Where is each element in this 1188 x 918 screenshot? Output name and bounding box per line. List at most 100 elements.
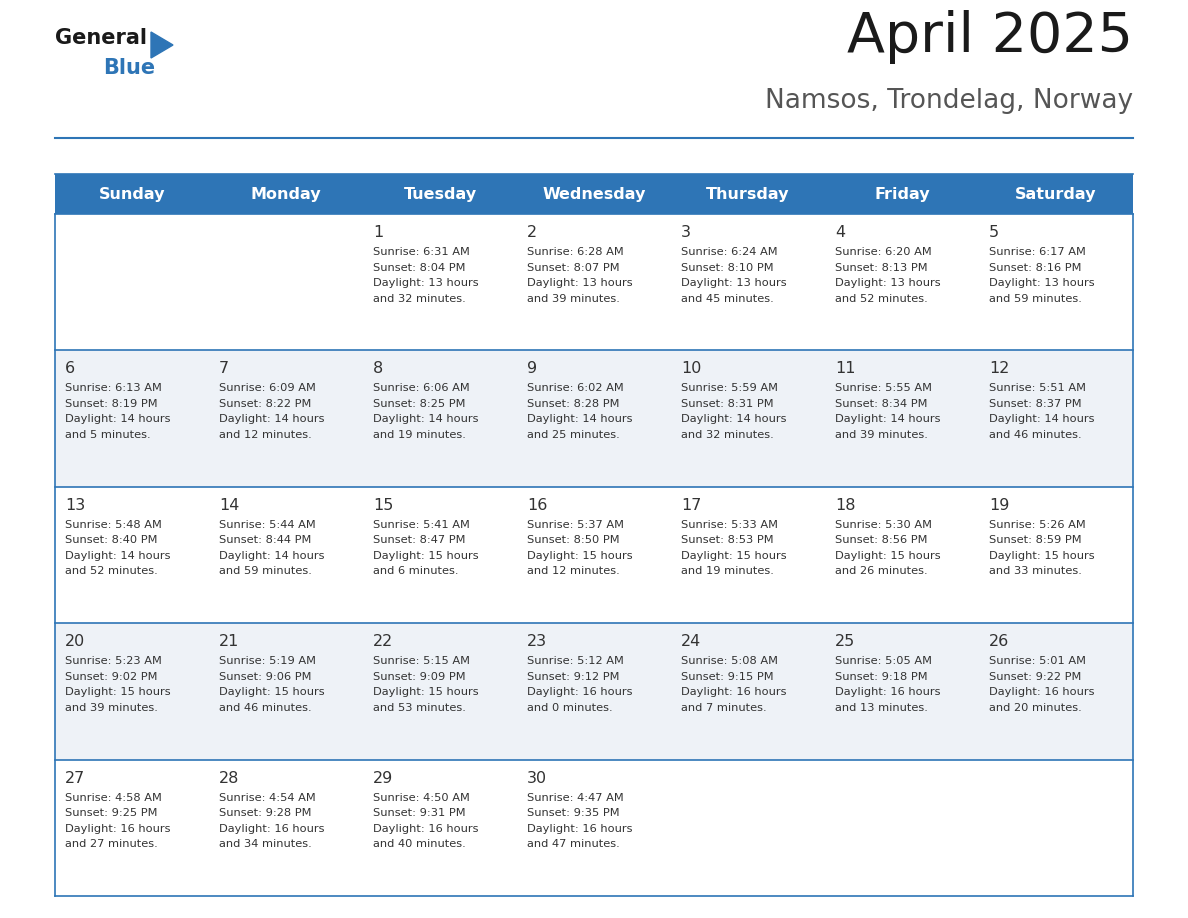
- Text: Daylight: 14 hours: Daylight: 14 hours: [65, 551, 171, 561]
- Text: Sunset: 9:28 PM: Sunset: 9:28 PM: [219, 808, 311, 818]
- Text: Sunset: 9:31 PM: Sunset: 9:31 PM: [373, 808, 466, 818]
- Text: Sunrise: 6:17 AM: Sunrise: 6:17 AM: [988, 247, 1086, 257]
- Text: and 13 minutes.: and 13 minutes.: [835, 702, 928, 712]
- Text: and 20 minutes.: and 20 minutes.: [988, 702, 1082, 712]
- Text: 19: 19: [988, 498, 1010, 513]
- Text: Wednesday: Wednesday: [542, 186, 646, 201]
- Text: Sunset: 8:34 PM: Sunset: 8:34 PM: [835, 399, 928, 409]
- Text: and 25 minutes.: and 25 minutes.: [527, 430, 620, 440]
- Text: Sunset: 8:59 PM: Sunset: 8:59 PM: [988, 535, 1081, 545]
- Text: April 2025: April 2025: [847, 10, 1133, 64]
- Text: Sunrise: 6:24 AM: Sunrise: 6:24 AM: [681, 247, 778, 257]
- Text: 2: 2: [527, 225, 537, 240]
- Text: Sunrise: 5:08 AM: Sunrise: 5:08 AM: [681, 656, 778, 666]
- Text: Daylight: 16 hours: Daylight: 16 hours: [219, 823, 324, 834]
- Text: and 59 minutes.: and 59 minutes.: [988, 294, 1082, 304]
- Text: and 12 minutes.: and 12 minutes.: [527, 566, 620, 577]
- Text: Sunset: 8:31 PM: Sunset: 8:31 PM: [681, 399, 773, 409]
- Text: Daylight: 16 hours: Daylight: 16 hours: [681, 688, 786, 697]
- Text: Daylight: 16 hours: Daylight: 16 hours: [373, 823, 479, 834]
- Text: 28: 28: [219, 770, 239, 786]
- Text: Daylight: 15 hours: Daylight: 15 hours: [835, 551, 941, 561]
- Text: Sunset: 9:09 PM: Sunset: 9:09 PM: [373, 672, 466, 682]
- Text: Sunset: 9:06 PM: Sunset: 9:06 PM: [219, 672, 311, 682]
- Text: Daylight: 13 hours: Daylight: 13 hours: [681, 278, 786, 288]
- Text: Sunrise: 6:13 AM: Sunrise: 6:13 AM: [65, 384, 162, 394]
- Text: Daylight: 14 hours: Daylight: 14 hours: [219, 414, 324, 424]
- Text: and 47 minutes.: and 47 minutes.: [527, 839, 620, 849]
- Text: and 59 minutes.: and 59 minutes.: [219, 566, 312, 577]
- Text: General: General: [55, 28, 147, 48]
- Text: 21: 21: [219, 634, 239, 649]
- Text: Daylight: 15 hours: Daylight: 15 hours: [373, 551, 479, 561]
- Text: Sunset: 9:15 PM: Sunset: 9:15 PM: [681, 672, 773, 682]
- Text: Sunset: 9:25 PM: Sunset: 9:25 PM: [65, 808, 158, 818]
- Text: 8: 8: [373, 362, 384, 376]
- Text: Daylight: 15 hours: Daylight: 15 hours: [373, 688, 479, 697]
- Bar: [55, 759, 1133, 896]
- Text: Sunrise: 5:05 AM: Sunrise: 5:05 AM: [835, 656, 933, 666]
- Text: and 19 minutes.: and 19 minutes.: [373, 430, 466, 440]
- Text: Sunset: 8:28 PM: Sunset: 8:28 PM: [527, 399, 619, 409]
- Text: Sunrise: 5:51 AM: Sunrise: 5:51 AM: [988, 384, 1086, 394]
- Text: Daylight: 16 hours: Daylight: 16 hours: [527, 688, 632, 697]
- Text: Sunrise: 6:06 AM: Sunrise: 6:06 AM: [373, 384, 469, 394]
- Text: Daylight: 14 hours: Daylight: 14 hours: [681, 414, 786, 424]
- Text: Sunset: 8:22 PM: Sunset: 8:22 PM: [219, 399, 311, 409]
- Text: Sunset: 8:25 PM: Sunset: 8:25 PM: [373, 399, 466, 409]
- Text: 14: 14: [219, 498, 239, 513]
- Text: Sunrise: 5:37 AM: Sunrise: 5:37 AM: [527, 520, 624, 530]
- Text: 11: 11: [835, 362, 855, 376]
- Text: Sunset: 8:19 PM: Sunset: 8:19 PM: [65, 399, 158, 409]
- Text: Monday: Monday: [251, 186, 321, 201]
- Text: Sunset: 9:35 PM: Sunset: 9:35 PM: [527, 808, 620, 818]
- Text: and 39 minutes.: and 39 minutes.: [65, 702, 158, 712]
- Text: 20: 20: [65, 634, 86, 649]
- Text: and 32 minutes.: and 32 minutes.: [373, 294, 466, 304]
- Text: 5: 5: [988, 225, 999, 240]
- Text: and 7 minutes.: and 7 minutes.: [681, 702, 766, 712]
- Text: Sunrise: 5:55 AM: Sunrise: 5:55 AM: [835, 384, 933, 394]
- Text: Sunday: Sunday: [99, 186, 165, 201]
- Text: Sunset: 9:18 PM: Sunset: 9:18 PM: [835, 672, 928, 682]
- Text: Sunset: 8:07 PM: Sunset: 8:07 PM: [527, 263, 620, 273]
- Text: 22: 22: [373, 634, 393, 649]
- Text: and 46 minutes.: and 46 minutes.: [988, 430, 1081, 440]
- Bar: [55, 351, 1133, 487]
- Text: and 19 minutes.: and 19 minutes.: [681, 566, 773, 577]
- Text: Daylight: 16 hours: Daylight: 16 hours: [988, 688, 1094, 697]
- Text: and 52 minutes.: and 52 minutes.: [65, 566, 158, 577]
- Text: Sunrise: 4:47 AM: Sunrise: 4:47 AM: [527, 792, 624, 802]
- Text: Daylight: 14 hours: Daylight: 14 hours: [219, 551, 324, 561]
- Text: and 53 minutes.: and 53 minutes.: [373, 702, 466, 712]
- Text: Sunset: 8:13 PM: Sunset: 8:13 PM: [835, 263, 928, 273]
- Text: 26: 26: [988, 634, 1010, 649]
- Text: Sunset: 8:04 PM: Sunset: 8:04 PM: [373, 263, 466, 273]
- Text: 12: 12: [988, 362, 1010, 376]
- Text: Daylight: 15 hours: Daylight: 15 hours: [681, 551, 786, 561]
- Text: Daylight: 14 hours: Daylight: 14 hours: [835, 414, 941, 424]
- Text: 24: 24: [681, 634, 701, 649]
- Text: Daylight: 14 hours: Daylight: 14 hours: [527, 414, 632, 424]
- Text: Daylight: 16 hours: Daylight: 16 hours: [527, 823, 632, 834]
- Text: 30: 30: [527, 770, 548, 786]
- Text: Daylight: 14 hours: Daylight: 14 hours: [988, 414, 1094, 424]
- Text: Sunrise: 5:44 AM: Sunrise: 5:44 AM: [219, 520, 316, 530]
- Text: and 45 minutes.: and 45 minutes.: [681, 294, 773, 304]
- Text: Sunrise: 5:33 AM: Sunrise: 5:33 AM: [681, 520, 778, 530]
- Text: Sunset: 8:56 PM: Sunset: 8:56 PM: [835, 535, 928, 545]
- Text: Sunrise: 4:50 AM: Sunrise: 4:50 AM: [373, 792, 470, 802]
- Text: Sunrise: 4:54 AM: Sunrise: 4:54 AM: [219, 792, 316, 802]
- Text: Daylight: 15 hours: Daylight: 15 hours: [988, 551, 1094, 561]
- Text: Sunrise: 6:09 AM: Sunrise: 6:09 AM: [219, 384, 316, 394]
- Text: Daylight: 13 hours: Daylight: 13 hours: [835, 278, 941, 288]
- Text: 9: 9: [527, 362, 537, 376]
- Text: Daylight: 14 hours: Daylight: 14 hours: [65, 414, 171, 424]
- Text: 29: 29: [373, 770, 393, 786]
- Text: Sunset: 9:02 PM: Sunset: 9:02 PM: [65, 672, 158, 682]
- Text: Sunset: 8:50 PM: Sunset: 8:50 PM: [527, 535, 620, 545]
- Text: 6: 6: [65, 362, 75, 376]
- Text: and 46 minutes.: and 46 minutes.: [219, 702, 311, 712]
- Text: and 33 minutes.: and 33 minutes.: [988, 566, 1082, 577]
- Text: and 39 minutes.: and 39 minutes.: [835, 430, 928, 440]
